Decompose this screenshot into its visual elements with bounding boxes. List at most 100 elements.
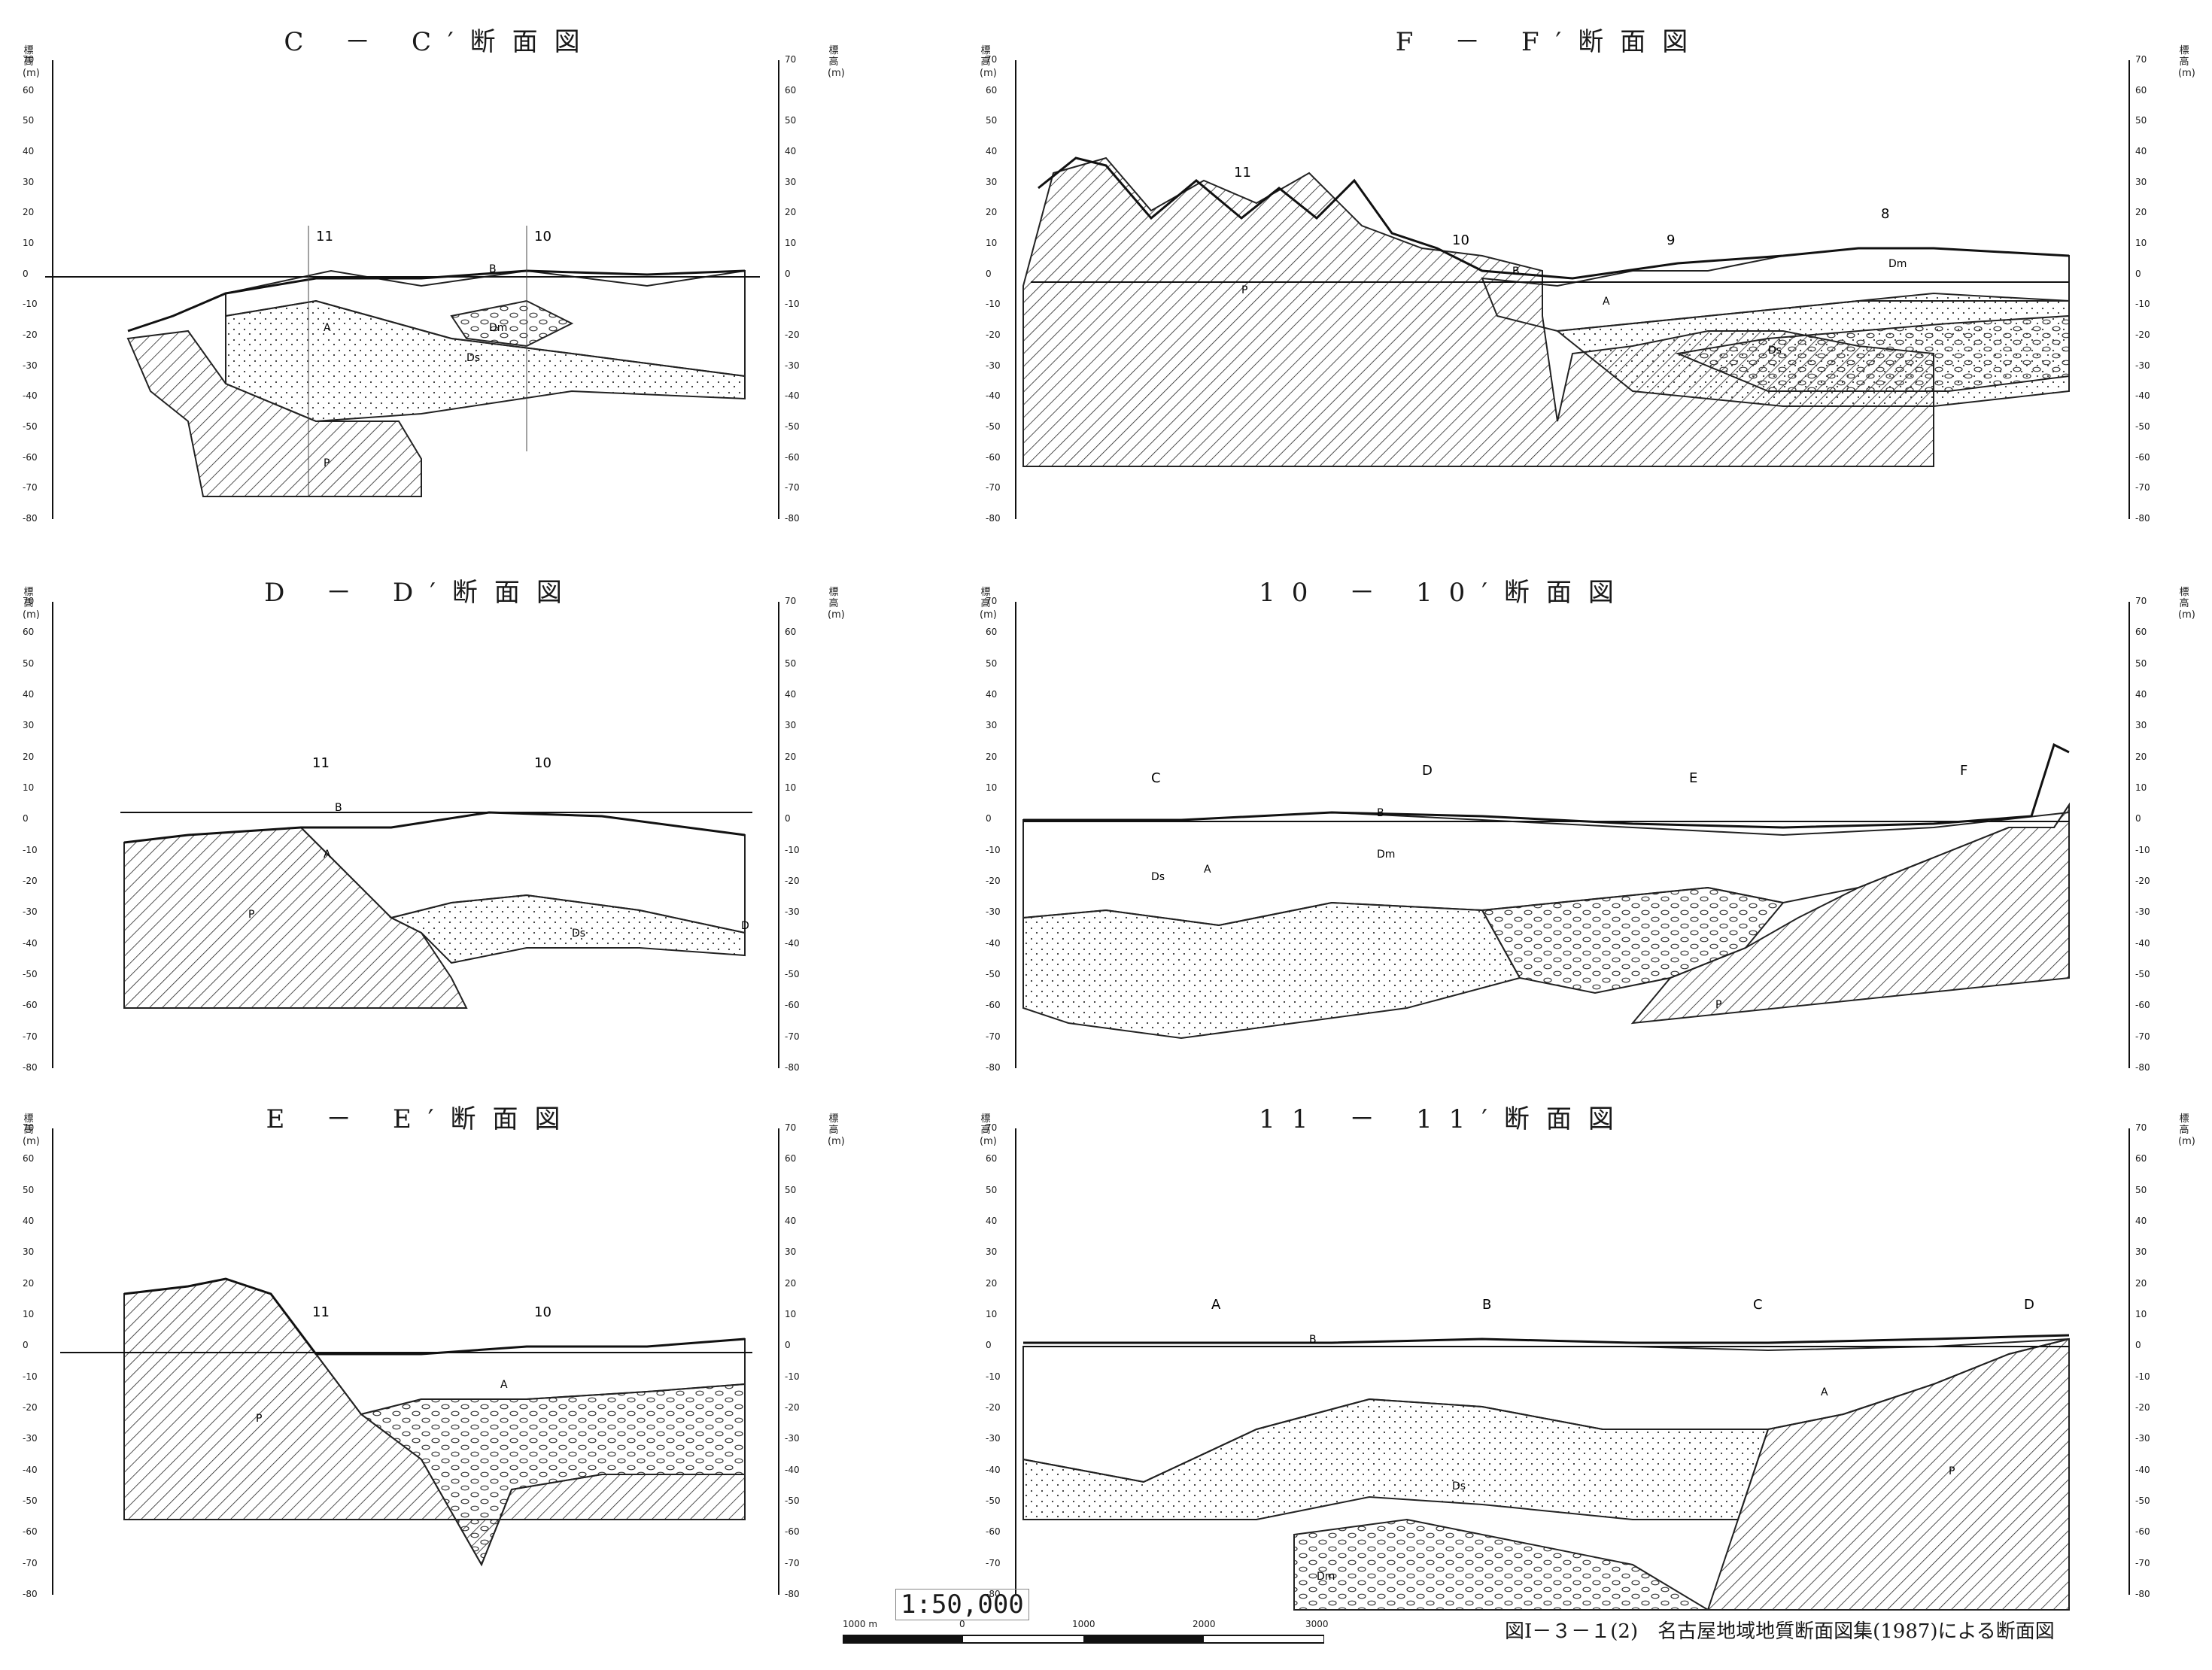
elevation-tick-label: 20: [23, 751, 35, 762]
elevation-tick-label: 30: [785, 1246, 797, 1258]
elevation-tick-label: -40: [785, 1464, 800, 1475]
elevation-tick-label: -40: [2135, 937, 2150, 949]
elevation-tick-label: 10: [785, 238, 797, 248]
section-marker: D: [1422, 763, 1433, 779]
unit-label: P: [1715, 999, 1721, 1011]
elevation-tick-label: 40: [785, 146, 797, 156]
unit-label: Ds: [1768, 345, 1782, 357]
cross-section-ff: 11 10 9 8 B A Dm Ds P: [1015, 60, 2130, 519]
sand-layer-ds: [389, 894, 746, 964]
elevation-tick-label: 40: [986, 146, 998, 156]
axis-label-left: 標高(m): [980, 1113, 997, 1147]
elevation-tick-label: -10: [986, 299, 1001, 310]
elevation-tick-label: -50: [986, 969, 1001, 979]
basement-rock-p: [126, 329, 422, 497]
elevation-tick-label: -80: [2135, 1062, 2150, 1073]
axis-label-right: 標高(m): [2178, 1113, 2195, 1147]
elevation-tick-label: 40: [986, 1216, 998, 1226]
elevation-tick-label: 10: [23, 782, 35, 793]
elevation-tick-label: 50: [2135, 1184, 2147, 1195]
unit-label: B: [489, 263, 497, 275]
cross-section-10: C D E F B A Dm Ds P: [1015, 602, 2130, 1068]
unit-label: P: [1949, 1465, 1955, 1477]
elevation-tick-label: -40: [986, 1464, 1001, 1475]
panel-title: 10 － 10′断面図: [1259, 578, 1630, 608]
elevation-tick-label: 70: [785, 54, 797, 65]
elevation-tick-label: -80: [785, 1062, 800, 1073]
elevation-tick-label: 60: [986, 1153, 998, 1164]
elevation-tick-label: 30: [23, 176, 35, 187]
unit-label: B: [1377, 807, 1384, 819]
elevation-tick-label: -80: [23, 1589, 38, 1599]
elevation-tick-label: -50: [2135, 421, 2150, 432]
elevation-tick-label: 50: [986, 1184, 998, 1195]
elevation-tick-label: 30: [986, 720, 998, 731]
section-marker: F: [1960, 763, 1967, 779]
panel-ee: E － E′断面図 11 10 A P 標高(m) 標高(m) 70 60 50 40…: [0, 1098, 858, 1610]
elevation-tick-label: -60: [23, 1526, 38, 1538]
panel-title: C － C′断面図: [284, 27, 597, 57]
sand-layer-ds: [1022, 901, 1521, 1040]
elevation-tick-label: 0: [23, 268, 29, 279]
elevation-tick-label: 50: [23, 115, 35, 126]
unit-label: D: [741, 920, 749, 932]
elevation-tick-label: 30: [2135, 720, 2147, 731]
elevation-tick-label: 20: [785, 1277, 797, 1289]
elevation-tick-label: 20: [785, 751, 797, 762]
elevation-tick-label: -20: [2135, 1402, 2150, 1413]
elevation-tick-label: -80: [986, 1589, 1001, 1599]
elevation-tick-label: -20: [23, 329, 38, 340]
elevation-tick-label: 40: [23, 146, 35, 156]
basement-rock-p: [1706, 1338, 2070, 1611]
elevation-tick-label: 50: [23, 657, 35, 669]
elevation-tick-label: -20: [986, 876, 1001, 886]
elevation-tick-label: 70: [23, 596, 35, 606]
cross-section-ee: 11 10 A P: [52, 1128, 779, 1595]
elevation-tick-label: -10: [23, 1371, 38, 1382]
elevation-tick-label: 20: [986, 207, 998, 218]
elevation-tick-label: -80: [23, 1062, 38, 1073]
axis-label-left: 標高(m): [23, 587, 40, 621]
elevation-tick-label: 60: [785, 1153, 797, 1164]
elevation-tick-label: -30: [986, 1433, 1001, 1444]
elevation-tick-label: 20: [986, 751, 998, 762]
section-marker: 11: [316, 229, 333, 244]
elevation-tick-label: 30: [986, 176, 998, 187]
elevation-tick-label: 40: [23, 1216, 35, 1226]
unit-label: A: [1204, 864, 1211, 876]
elevation-tick-label: 20: [785, 207, 797, 218]
elevation-tick-label: 30: [23, 720, 35, 731]
elevation-tick-label: -60: [2135, 451, 2150, 463]
elevation-tick-label: -60: [23, 451, 38, 463]
elevation-tick-label: 70: [2135, 54, 2147, 65]
elevation-tick-label: 20: [23, 1277, 35, 1289]
elevation-tick-label: 0: [23, 1340, 29, 1351]
panel-dd: D － D′断面図 11 10 B A Ds P D 標高(m) 標高(m) 7…: [0, 557, 858, 1098]
elevation-tick-label: -60: [785, 1526, 800, 1538]
elevation-tick-label: -60: [2135, 1526, 2150, 1538]
elevation-tick-label: -40: [785, 390, 800, 402]
section-marker: C: [1151, 770, 1161, 786]
elevation-tick-label: -10: [23, 299, 38, 310]
elevation-tick-label: -50: [2135, 1495, 2150, 1506]
section-marker: B: [1482, 1297, 1491, 1313]
section-marker: 11: [1234, 165, 1251, 181]
elevation-tick-label: -50: [23, 421, 38, 432]
elevation-tick-label: 70: [2135, 596, 2147, 606]
elevation-tick-label: -50: [23, 969, 38, 979]
elevation-tick-label: 50: [785, 115, 797, 126]
elevation-tick-label: -10: [986, 1371, 1001, 1382]
elevation-tick-label: 70: [23, 54, 35, 65]
elevation-tick-label: 40: [785, 689, 797, 700]
elevation-tick-label: -80: [2135, 513, 2150, 524]
unit-label: Ds: [572, 928, 585, 940]
elevation-tick-label: -40: [785, 937, 800, 949]
elevation-tick-label: -20: [2135, 329, 2150, 340]
gravel-layer-dm: [1293, 1518, 1711, 1611]
axis-label-right: 標高(m): [2178, 45, 2195, 79]
unit-label: P: [248, 909, 254, 921]
elevation-tick-label: -80: [2135, 1589, 2150, 1599]
figure-caption: 図Ⅰ－３－１(2) 名古屋地域地質断面図集(1987)による断面図: [1505, 1620, 2055, 1643]
ground-surface: [1023, 1334, 2070, 1344]
elevation-tick-label: 10: [986, 1309, 998, 1319]
